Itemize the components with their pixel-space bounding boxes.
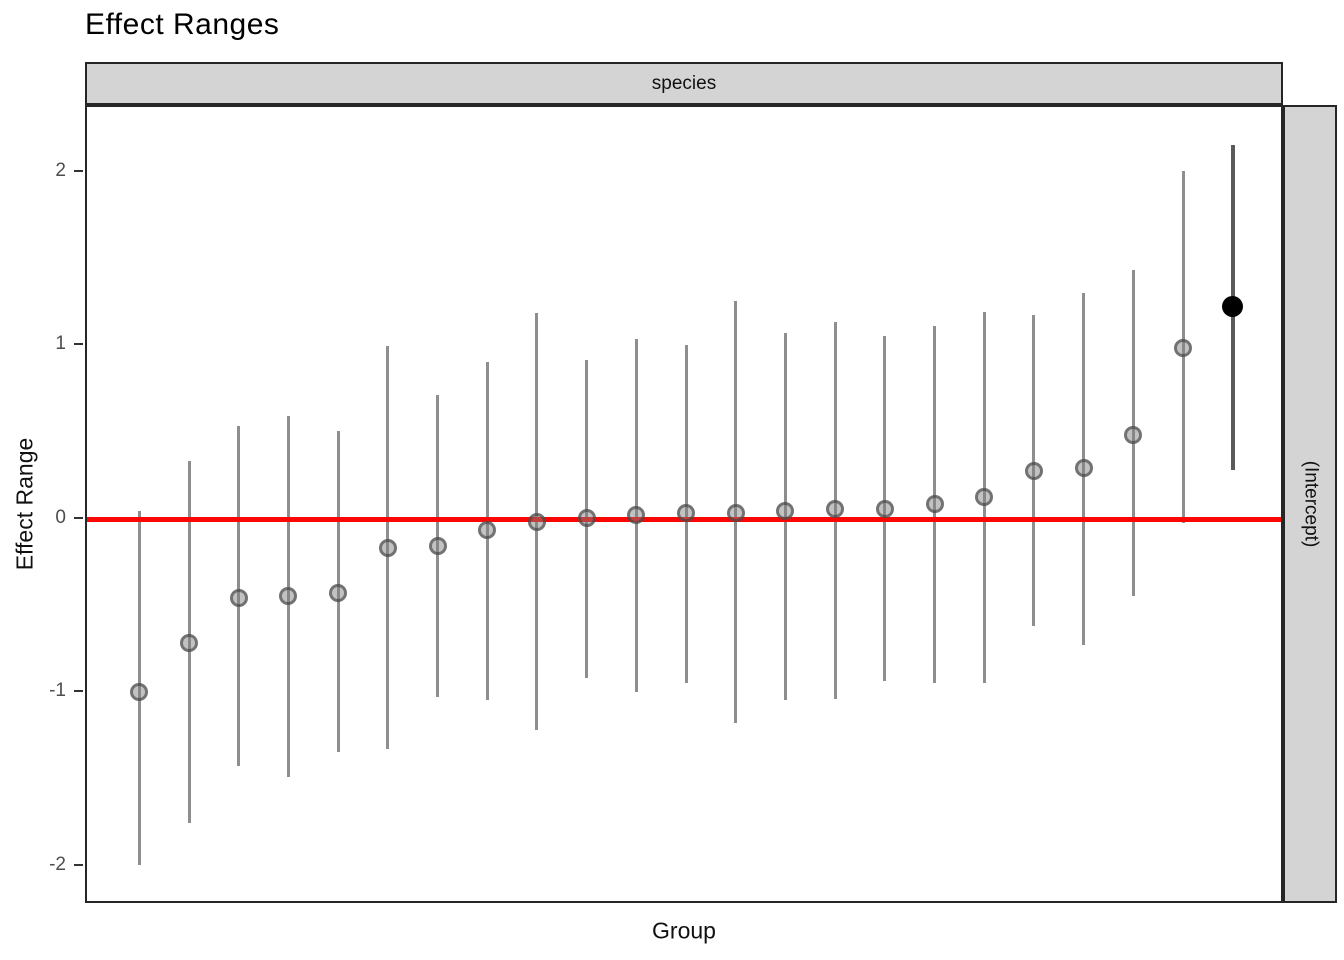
y-tick-mark	[74, 516, 83, 519]
y-tick-mark	[74, 169, 83, 172]
x-axis-title: Group	[652, 917, 716, 944]
point-marker	[826, 500, 845, 519]
plot-title: Effect Ranges	[85, 8, 280, 41]
point-marker	[875, 500, 894, 519]
point-marker	[279, 587, 298, 606]
y-tick-label: 0	[55, 506, 66, 528]
point-marker	[627, 505, 646, 524]
point-marker	[975, 488, 994, 507]
point-marker	[726, 503, 745, 522]
point-marker-intercept	[1222, 296, 1244, 317]
y-tick-mark	[74, 690, 83, 693]
point-marker	[478, 521, 497, 540]
point-marker	[776, 502, 795, 521]
y-tick-mark	[74, 863, 83, 866]
facet-strip-right-label: (Intercept)	[1300, 460, 1321, 548]
point-marker	[1024, 462, 1043, 481]
facet-strip-top-label: species	[651, 72, 717, 94]
point-marker	[1074, 458, 1093, 477]
point-marker	[577, 509, 596, 528]
plot-panel	[85, 105, 1283, 903]
point-marker	[925, 495, 944, 514]
point-marker	[527, 512, 546, 531]
facet-strip-top: species	[85, 62, 1283, 105]
y-tick-label: -1	[49, 680, 66, 702]
point-marker	[1174, 339, 1192, 358]
point-marker	[229, 588, 248, 607]
facet-strip-right: (Intercept)	[1283, 105, 1337, 903]
point-marker	[329, 583, 348, 602]
y-tick-mark	[74, 343, 83, 346]
y-tick-label: -2	[49, 853, 66, 875]
point-marker	[378, 538, 397, 557]
y-tick-label: 1	[55, 333, 66, 355]
y-axis-title: Effect Range	[11, 437, 38, 571]
point-marker	[428, 536, 447, 555]
point-marker	[1124, 425, 1143, 444]
y-tick-label: 2	[55, 159, 66, 181]
point-marker	[677, 503, 695, 522]
point-marker	[180, 634, 198, 653]
point-marker	[130, 682, 149, 701]
